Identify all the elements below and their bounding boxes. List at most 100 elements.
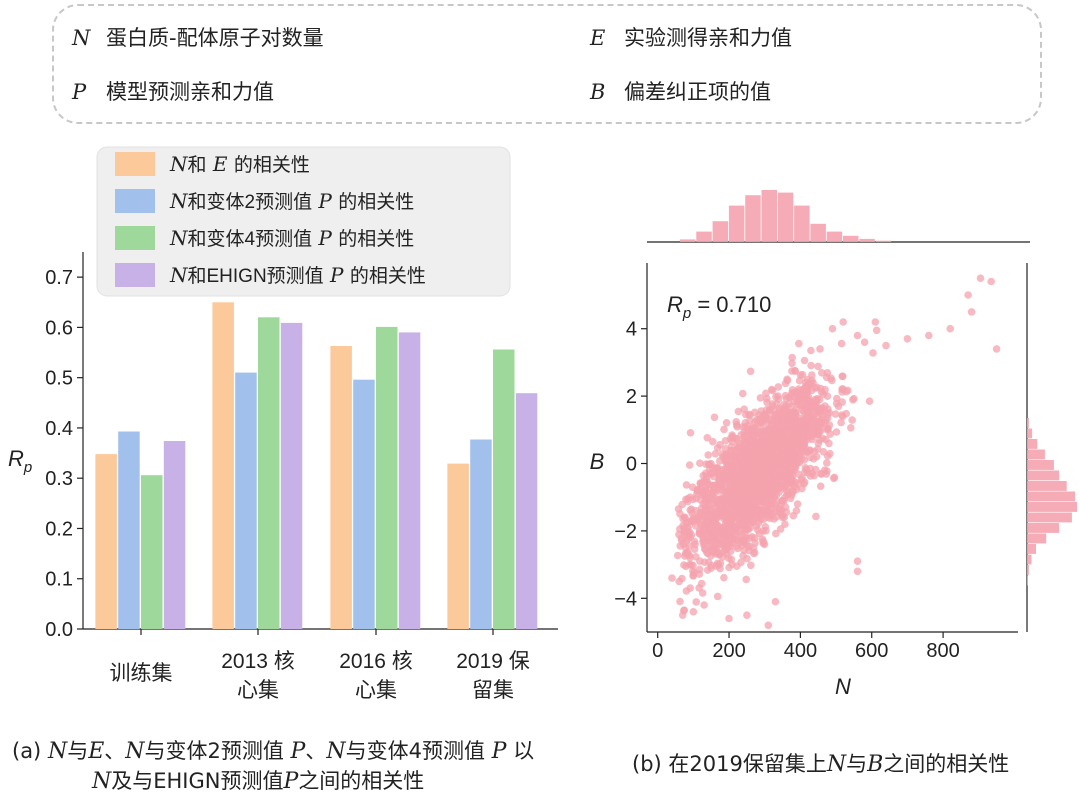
caption-text: (a) [12, 739, 48, 763]
scatter-point [768, 386, 777, 395]
scatter-point [719, 480, 728, 488]
scatter-point [739, 507, 747, 515]
legend-swatch [115, 263, 155, 287]
scatter-point [745, 505, 754, 514]
scatter-point [721, 437, 730, 445]
marginal-y-bar [1027, 512, 1072, 523]
scatter-points [668, 274, 1001, 630]
caption-math: N [47, 739, 68, 764]
scatter-point [718, 524, 726, 532]
marginal-x-bar [777, 192, 794, 242]
scatter-point [816, 345, 824, 353]
scatter-point [808, 371, 816, 379]
scatter-point [686, 493, 694, 502]
scatter-point [758, 493, 767, 502]
scatter-point [976, 274, 985, 283]
marginal-y-bar [1027, 554, 1032, 565]
definition-symbol: P [72, 80, 87, 104]
scatter-point [830, 473, 839, 482]
scatter-point [741, 531, 749, 539]
marginal-x-bar [680, 239, 696, 242]
scatter-point [813, 402, 822, 411]
scatter-point [766, 514, 774, 522]
y-tick-label: 0 [626, 454, 637, 476]
scatter-point [718, 450, 726, 458]
scatter-point [686, 528, 694, 537]
scatter-chart: 0 200 400 600 800 −4 −2 0 2 4 N B Rp = 0.710 [590, 263, 1018, 699]
scatter-point [743, 611, 751, 619]
scatter-point [775, 488, 783, 496]
scatter-point [860, 338, 869, 347]
scatter-point [678, 500, 686, 509]
scatter-point [987, 277, 995, 286]
scatter-point [740, 536, 748, 545]
caption-math: N [92, 769, 112, 794]
scatter-point [742, 465, 751, 474]
scatter-point [701, 469, 710, 478]
scatter-point [704, 558, 713, 567]
scatter-point [853, 331, 862, 340]
scatter-point [771, 597, 780, 606]
scatter-point [725, 614, 733, 623]
scatter-point [789, 511, 798, 520]
scatter-point [759, 537, 767, 546]
scatter-point [675, 577, 683, 586]
definition-text: 蛋白质-配体原子对数量 [106, 26, 324, 50]
scatter-point [722, 455, 731, 464]
scatter-point [762, 389, 770, 398]
scatter-point [812, 512, 820, 521]
scatter-point [828, 324, 837, 333]
scatter-point [764, 621, 773, 630]
scatter-point [725, 563, 733, 572]
scatter-point [772, 513, 781, 521]
scatter-point [689, 572, 697, 580]
marginal-x-bar [712, 221, 729, 242]
scatter-point [816, 482, 825, 491]
marginal-x-bar [761, 190, 777, 242]
scatter-point [865, 397, 874, 406]
scatter-point [751, 408, 759, 417]
scatter-point [703, 478, 712, 487]
caption-text: 与 [67, 739, 89, 763]
bar [141, 475, 163, 629]
scatter-point [728, 502, 737, 511]
marginal-x-bar [843, 235, 859, 242]
scatter-point [718, 553, 727, 561]
scatter-point [703, 506, 711, 515]
scatter-point [722, 419, 731, 427]
scatter-point [717, 506, 726, 514]
scatter-point [788, 487, 797, 495]
scatter-point [776, 525, 785, 533]
caption-text: 、 [104, 739, 126, 763]
scatter-point [744, 525, 753, 533]
y-tick-label: 0.7 [45, 267, 73, 289]
scatter-point [759, 527, 767, 535]
scatter-point [805, 431, 814, 439]
scatter-point [720, 573, 728, 582]
scatter-point [767, 462, 776, 471]
scatter-point [800, 356, 809, 365]
scatter-point [813, 383, 821, 392]
bar [493, 349, 515, 629]
scatter-point [701, 519, 709, 528]
bar [470, 439, 492, 629]
scatter-point [696, 479, 705, 487]
scatter-point [808, 422, 817, 431]
scatter-point [709, 472, 718, 481]
bar [330, 346, 352, 629]
scatter-point [817, 470, 826, 478]
scatter-point [756, 394, 765, 402]
marginal-y-bar [1027, 470, 1060, 481]
y-tick-label: 0.2 [45, 518, 73, 540]
y-tick-label: 0.4 [45, 418, 73, 440]
scatter-point [763, 415, 771, 424]
marginal-y-bar [1027, 439, 1038, 449]
scatter-point [795, 339, 803, 348]
scatter-point [964, 291, 972, 299]
scatter-point [769, 444, 777, 453]
bar [376, 326, 398, 629]
caption-math: N [826, 752, 847, 777]
scatter-point [698, 491, 706, 499]
definition-b: B 偏差纠正项的值 [590, 76, 771, 106]
scatter-point [767, 474, 776, 482]
